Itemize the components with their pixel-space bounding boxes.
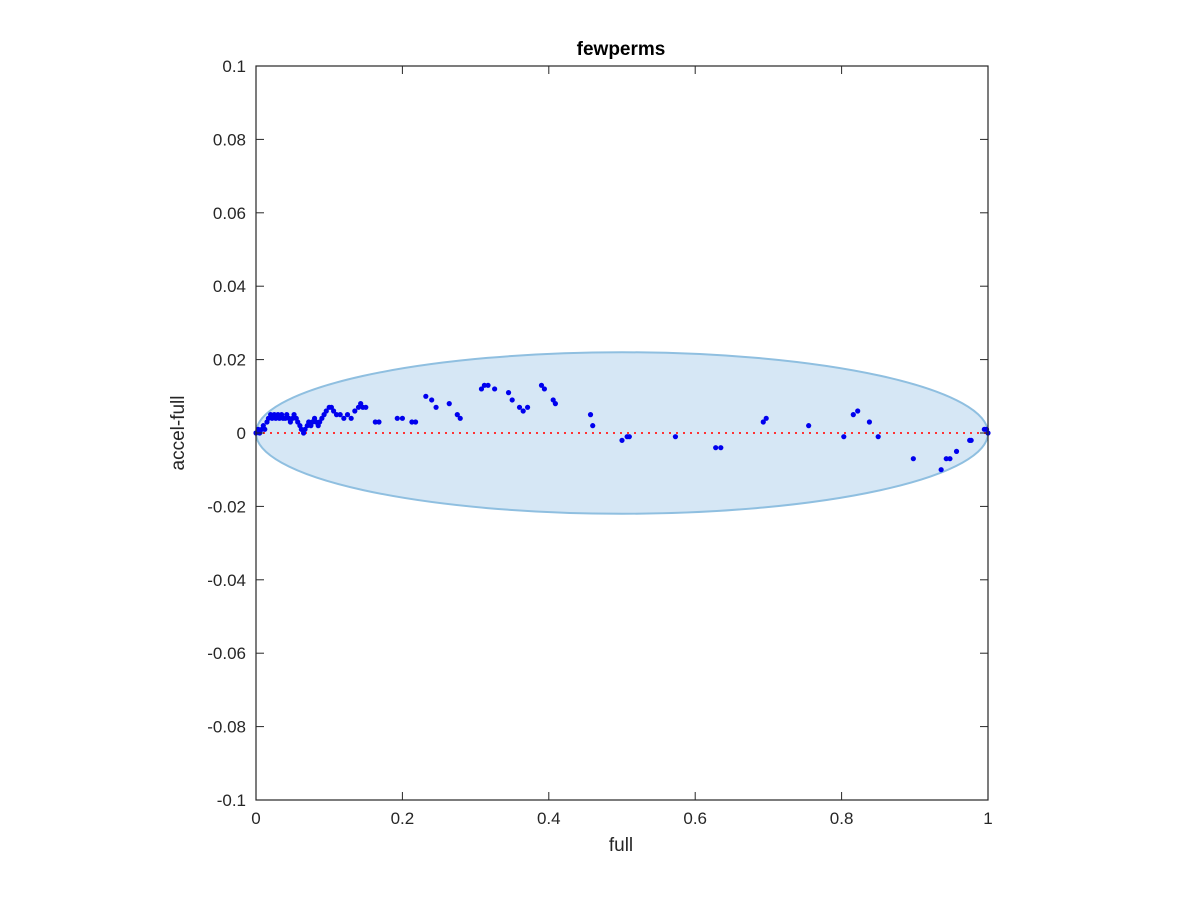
y-tick-label: -0.06	[207, 644, 246, 663]
data-point	[348, 415, 354, 421]
data-point	[363, 404, 369, 410]
data-point	[323, 408, 329, 414]
x-tick-label: 0.2	[391, 809, 415, 828]
data-point	[454, 412, 460, 418]
y-tick-label: 0	[237, 424, 246, 443]
data-point	[372, 419, 378, 425]
data-point	[968, 437, 974, 443]
data-point	[492, 386, 498, 392]
data-point	[866, 419, 873, 425]
data-point	[855, 408, 861, 414]
axes: 0 0.2 0.4 0.6 0.8 1 -0.1 -0.08 -0.06 -0.04 -0.02 0 0…	[207, 57, 992, 828]
data-point	[516, 404, 523, 410]
plot-area	[253, 66, 991, 800]
data-point	[457, 415, 463, 421]
data-point	[718, 445, 724, 451]
data-point	[619, 437, 625, 443]
data-point	[587, 412, 594, 418]
x-tick-label: 0.6	[683, 809, 707, 828]
y-tick-label: -0.04	[207, 571, 246, 590]
data-point	[399, 415, 405, 421]
data-point	[333, 412, 340, 418]
data-point	[423, 393, 429, 399]
data-point	[412, 419, 419, 425]
y-tick-label: 0.08	[213, 130, 246, 149]
y-tick-label: 0.06	[213, 204, 246, 223]
x-tick-label: 0	[251, 809, 260, 828]
data-point	[713, 445, 719, 451]
data-point	[947, 456, 953, 462]
data-point	[429, 397, 435, 403]
y-tick-label: -0.08	[207, 718, 246, 737]
data-point	[344, 412, 351, 418]
data-point	[409, 419, 415, 425]
data-point	[376, 419, 382, 425]
data-point	[850, 412, 856, 418]
data-point	[590, 423, 596, 429]
data-point	[485, 382, 491, 388]
data-point	[943, 456, 949, 462]
data-point	[841, 434, 847, 440]
data-point	[763, 415, 769, 421]
y-tick-label: 0.04	[213, 277, 246, 296]
y-axis-label: accel-full	[168, 396, 189, 471]
data-point	[433, 404, 439, 410]
data-point	[806, 423, 812, 429]
data-point	[938, 467, 944, 473]
data-point	[262, 426, 268, 432]
data-point	[341, 415, 347, 421]
data-point	[910, 456, 916, 462]
data-point	[552, 401, 558, 407]
data-point	[337, 412, 343, 418]
data-point	[524, 404, 531, 410]
data-point	[953, 448, 960, 454]
y-tick-label: 0.02	[213, 351, 246, 370]
data-point	[478, 386, 485, 392]
data-point	[446, 401, 452, 407]
data-point	[394, 415, 400, 421]
data-point	[481, 382, 487, 388]
data-point	[672, 434, 679, 440]
data-point	[626, 434, 632, 440]
data-point	[352, 408, 358, 414]
data-point	[330, 408, 337, 414]
x-tick-label: 1	[983, 809, 992, 828]
data-point	[509, 397, 515, 403]
x-tick-label: 0.8	[830, 809, 854, 828]
data-point	[505, 390, 512, 396]
x-tick-label: 0.4	[537, 809, 561, 828]
y-tick-label: 0.1	[222, 57, 246, 76]
data-point	[520, 408, 526, 414]
chart-title: fewperms	[577, 39, 666, 60]
y-tick-label: -0.02	[207, 497, 246, 516]
x-axis-label: full	[609, 835, 633, 856]
data-point	[541, 386, 548, 392]
data-point	[760, 419, 766, 425]
data-point	[538, 382, 545, 388]
data-point	[875, 434, 881, 440]
y-tick-label: -0.1	[217, 791, 246, 810]
